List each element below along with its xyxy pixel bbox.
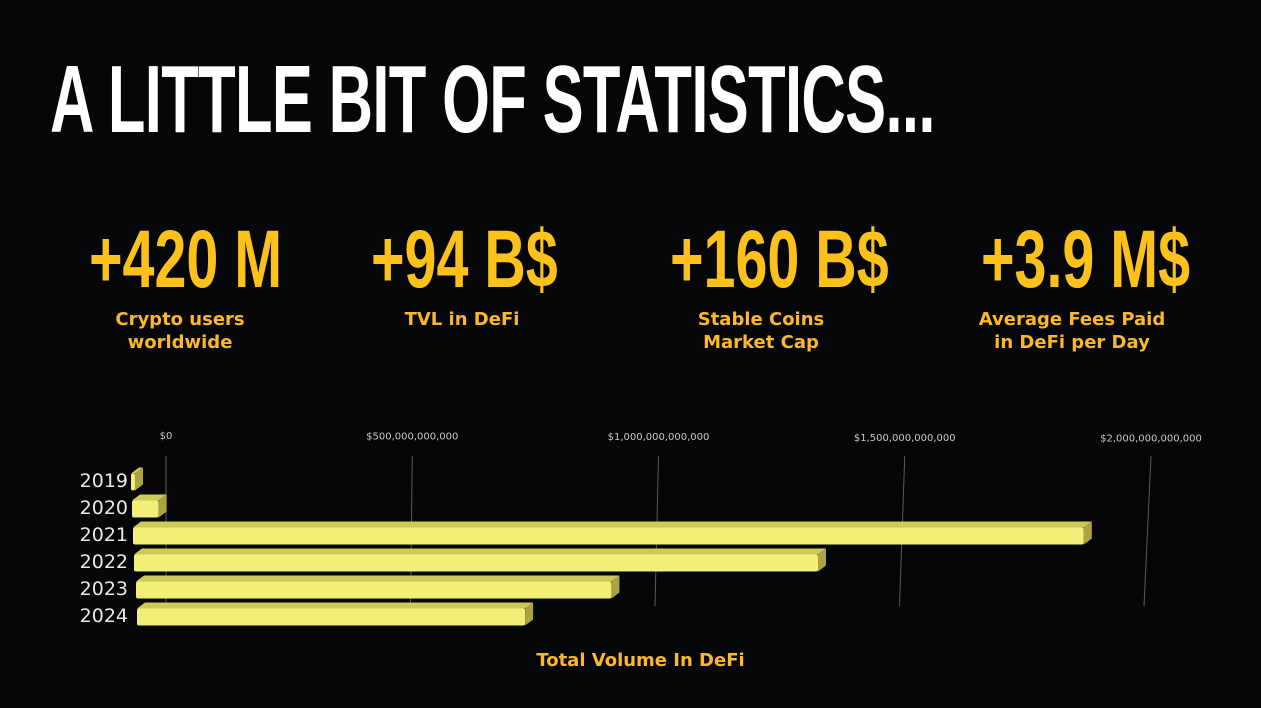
bar [136,581,612,599]
stat-crypto-users: +420 M Crypto users worldwide [50,212,310,354]
bar-top [132,494,167,501]
bar-top [131,467,143,474]
category-label: 2024 [80,605,128,627]
tick-label: $2,000,000,000,000 [1100,433,1202,444]
bar-side [158,494,167,518]
bar [137,608,526,626]
category-label: 2023 [80,578,128,600]
stat-value: +3.9 M$ [981,214,1191,305]
bar-side [1083,521,1092,545]
bar-2022 [134,548,827,572]
tick-label: $500,000,000,000 [366,432,458,443]
bar [133,527,1084,545]
bar-side [525,602,534,626]
stat-fees: +3.9 M$ Average Fees Paid in DeFi per Da… [942,212,1202,354]
page-title: A LITTLE BIT OF STATISTICS... [50,46,935,153]
bar-side [135,467,143,491]
bar-2019 [131,467,143,491]
bar-top [133,521,1092,528]
bar-top [134,548,827,555]
bar-2021 [133,521,1092,545]
x-axis-label: Total Volume In DeFi [536,650,745,671]
bar-2023 [136,575,620,599]
bar-top [136,575,620,582]
stat-value: +94 B$ [371,214,558,305]
stat-label: Crypto users worldwide [115,309,245,353]
stat-tvl: +94 B$ TVL in DeFi [332,212,592,331]
tick-label: $0 [160,431,173,442]
bar [131,473,135,491]
defi-volume-chart: $0 $500,000,000,000 $1,000,000,000,000 $1,5… [80,431,1202,627]
gridline [1143,455,1152,607]
bar [134,554,819,572]
bar [132,500,159,518]
category-label: 2019 [80,470,128,492]
stat-stablecoins: +160 B$ Stable Coins Market Cap [631,212,891,354]
bar-top [137,602,534,609]
bar-side [818,548,827,572]
category-label: 2020 [80,497,128,519]
bar-2020 [132,494,167,518]
bar-side [611,575,620,599]
category-label: 2022 [80,551,128,573]
stat-value: +160 B$ [670,214,889,305]
stat-label: Stable Coins Market Cap [697,309,825,353]
tick-label: $1,000,000,000,000 [608,432,710,443]
stat-label: Average Fees Paid in DeFi per Day [978,309,1166,353]
bar-2024 [137,602,534,626]
category-label: 2021 [80,524,128,546]
tick-label: $1,500,000,000,000 [854,433,956,444]
stat-value: +420 M [89,214,283,305]
stat-label: TVL in DeFi [404,309,520,330]
